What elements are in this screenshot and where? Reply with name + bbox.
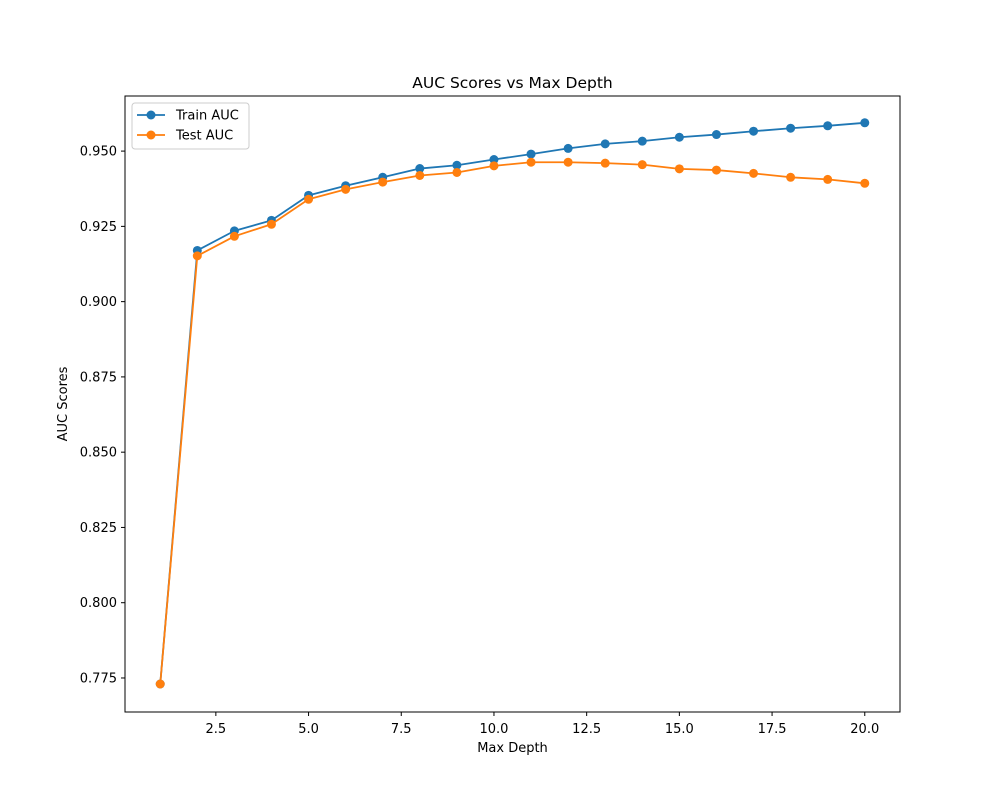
y-tick-label: 0.800 — [80, 596, 117, 611]
legend-marker-test-auc — [146, 130, 156, 140]
data-point-test-auc — [823, 174, 833, 184]
series-line-test-auc — [159, 161, 865, 685]
x-axis-label: Max Depth — [477, 741, 548, 756]
data-point-train-auc — [749, 126, 759, 136]
axes-frame — [124, 95, 901, 713]
data-point-test-auc — [341, 184, 351, 194]
data-point-test-auc — [711, 165, 721, 175]
y-tick-label: 0.900 — [80, 295, 117, 310]
data-point-test-auc — [378, 177, 388, 187]
data-point-train-auc — [674, 132, 684, 142]
data-point-test-auc — [304, 194, 314, 204]
y-tick-label: 0.825 — [80, 521, 117, 536]
data-point-test-auc — [526, 157, 536, 167]
data-point-test-auc — [192, 251, 202, 261]
y-tick-label: 0.875 — [80, 370, 117, 385]
data-point-test-auc — [266, 219, 276, 229]
data-point-train-auc — [489, 155, 499, 165]
plot-area — [124, 95, 901, 713]
data-point-train-auc — [711, 130, 721, 140]
series-line-train-auc — [159, 121, 865, 685]
data-point-test-auc — [229, 231, 239, 241]
data-point-train-auc — [823, 121, 833, 131]
x-tick-label: 15.0 — [665, 722, 694, 737]
data-point-test-auc — [786, 172, 796, 182]
data-point-train-auc — [600, 139, 610, 149]
y-tick-label: 0.775 — [80, 671, 117, 686]
data-point-train-auc — [786, 123, 796, 133]
data-point-test-auc — [452, 167, 462, 177]
y-axis-label: AUC Scores — [56, 366, 71, 441]
data-point-test-auc — [489, 161, 499, 171]
data-point-train-auc — [860, 118, 870, 128]
x-axis: 2.5 5.0 7.5 10.0 12.5 15.0 17.5 20.0 — [206, 712, 879, 737]
y-tick-label: 0.950 — [80, 145, 117, 160]
legend-label-test-auc: Test AUC — [175, 129, 233, 144]
data-point-test-auc — [155, 679, 165, 689]
legend: Train AUC Test AUC — [131, 102, 250, 150]
y-tick-label: 0.925 — [80, 220, 117, 235]
data-point-test-auc — [600, 158, 610, 168]
data-point-test-auc — [637, 160, 647, 170]
data-point-train-auc — [415, 164, 425, 174]
legend-marker-train-auc — [146, 110, 156, 120]
y-tick-label: 0.850 — [80, 446, 117, 461]
series-layer — [155, 118, 870, 689]
data-point-test-auc — [563, 157, 573, 167]
legend-label-train-auc: Train AUC — [175, 109, 239, 124]
x-tick-label: 12.5 — [572, 722, 601, 737]
data-point-test-auc — [674, 164, 684, 174]
data-point-train-auc — [452, 160, 462, 170]
data-point-test-auc — [415, 170, 425, 180]
x-tick-label: 20.0 — [850, 722, 879, 737]
x-tick-label: 17.5 — [758, 722, 787, 737]
x-tick-label: 7.5 — [391, 722, 412, 737]
x-tick-label: 10.0 — [479, 722, 508, 737]
data-point-test-auc — [749, 168, 759, 178]
chart-title: AUC Scores vs Max Depth — [412, 74, 612, 92]
y-axis: 0.775 0.800 0.825 0.850 0.875 0.900 0.925 0.950 — [80, 145, 125, 686]
x-tick-label: 5.0 — [298, 722, 319, 737]
data-point-train-auc — [526, 149, 536, 159]
data-point-train-auc — [637, 136, 647, 146]
x-tick-label: 2.5 — [206, 722, 227, 737]
data-point-test-auc — [860, 178, 870, 188]
data-point-train-auc — [563, 143, 573, 153]
